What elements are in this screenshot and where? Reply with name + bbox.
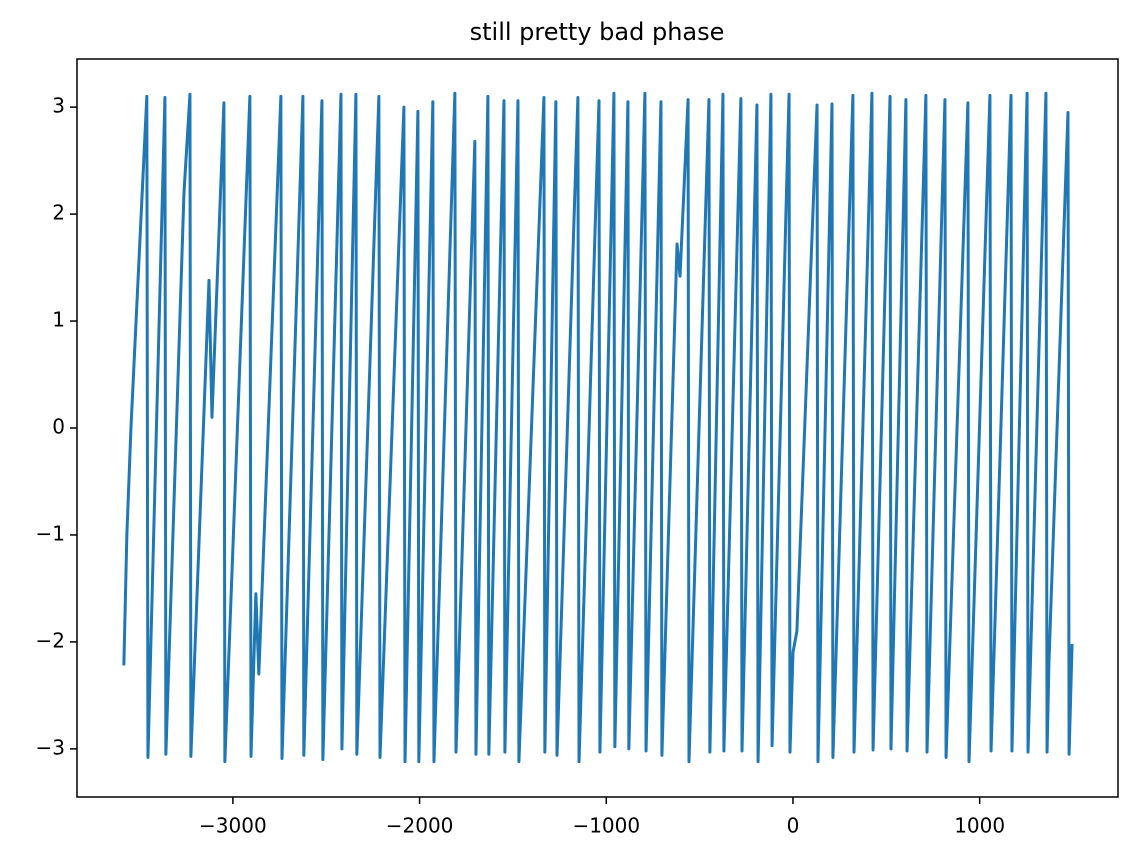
y-tick-label: −3 (36, 735, 65, 759)
x-tick-label: −3000 (199, 814, 267, 838)
y-tick-label: 0 (52, 415, 65, 439)
x-tick-label: 1000 (954, 814, 1005, 838)
x-tick-label: −2000 (386, 814, 454, 838)
line (122, 91, 1074, 764)
y-tick-label: 3 (52, 94, 65, 118)
y-tick-label: −1 (36, 521, 65, 545)
x-tick-label: 0 (787, 814, 800, 838)
y-tick-label: 2 (52, 201, 65, 225)
chart-title: still pretty bad phase (470, 18, 725, 46)
plot-frame (76, 58, 1119, 798)
y-tick-label: −2 (36, 628, 65, 652)
x-tick-label: −1000 (572, 814, 640, 838)
y-tick-label: 1 (52, 308, 65, 332)
